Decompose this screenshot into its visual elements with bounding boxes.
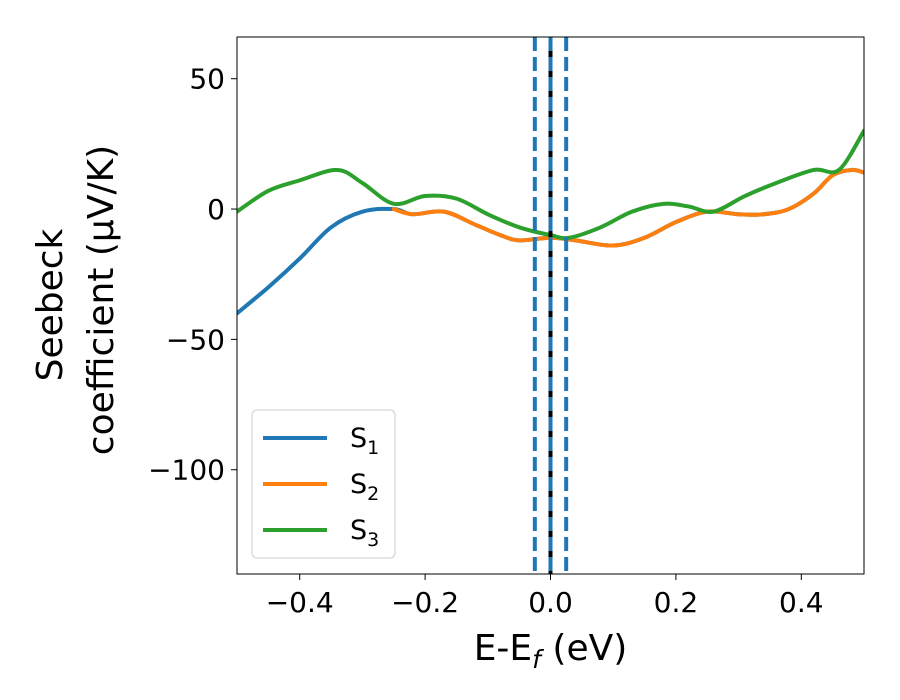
y-axis: 50 0 −50 −100 xyxy=(148,63,237,487)
series-layer xyxy=(237,128,864,316)
series-line-s3 xyxy=(237,128,864,241)
x-tick-label: 0.2 xyxy=(654,586,699,619)
axis-labels: E-Ef (eV) Seebeck coefficient (μV/K) xyxy=(30,145,627,674)
y-tick-label: −100 xyxy=(148,454,225,487)
x-tick-label: −0.4 xyxy=(266,586,334,619)
y-axis-label-line1: Seebeck xyxy=(30,228,71,381)
reference-lines xyxy=(532,37,569,574)
y-tick-label: 50 xyxy=(189,63,225,96)
x-tick-label: −0.2 xyxy=(391,586,459,619)
series-line-s2 xyxy=(391,167,864,248)
y-tick-label: −50 xyxy=(166,323,225,356)
x-tick-label: 0.0 xyxy=(528,586,573,619)
x-tick-label: 0.4 xyxy=(779,586,824,619)
x-axis-label: E-Ef (eV) xyxy=(474,628,628,674)
x-axis: −0.4 −0.2 0.0 0.2 0.4 xyxy=(266,574,824,619)
y-tick-label: 0 xyxy=(207,193,225,226)
y-axis-label-line2: coefficient (μV/K) xyxy=(81,145,122,455)
